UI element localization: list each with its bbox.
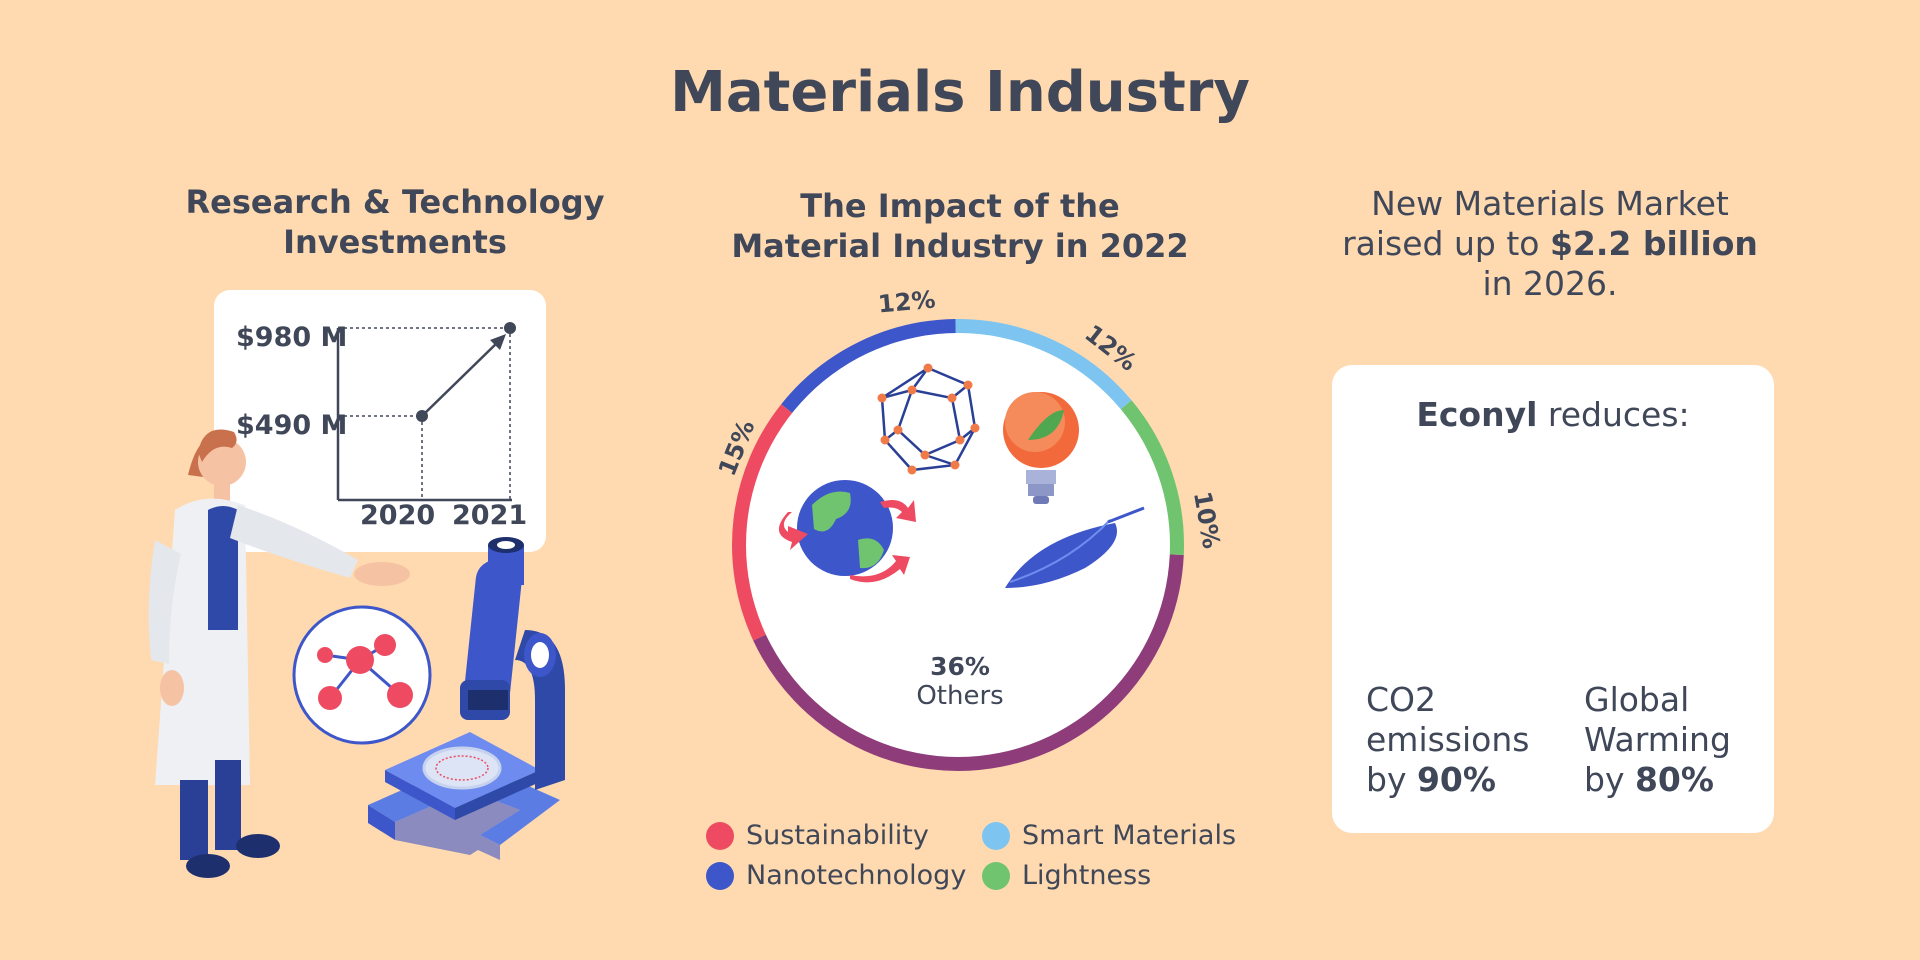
pct-nanotechnology: 12% [876, 285, 937, 319]
investments-heading: Research & Technology Investments [185, 183, 605, 261]
legend-lightness: Lightness [982, 860, 1151, 891]
others-label: 36% Others [916, 652, 1004, 711]
market-text: New Materials Market raised up to $2.2 b… [1342, 184, 1758, 303]
impact-heading: The Impact of the Material Industry in 2… [731, 187, 1189, 265]
legend-dot [706, 821, 734, 850]
point-2021 [504, 322, 516, 334]
legend-nanotechnology: Nanotechnology [706, 860, 966, 891]
feather-icon [1005, 506, 1145, 588]
microscope-illustration [368, 537, 565, 860]
recycle-earth-icon [778, 480, 916, 583]
legend-smart-materials: Smart Materials [982, 820, 1236, 851]
x-label-2020: 2020 [360, 500, 436, 531]
global-warming-stat: Global Warming by 80% [1584, 680, 1731, 799]
nanostructure-icon [877, 363, 980, 475]
co2-stat: CO2 emissions by 90% [1366, 680, 1530, 799]
point-2020 [416, 410, 428, 422]
legend-dot [982, 821, 1010, 850]
investment-line-chart [336, 322, 516, 502]
molecule-circle-icon [292, 605, 432, 745]
investments-card [214, 290, 546, 552]
page-title: Materials Industry [670, 60, 1250, 125]
scientist-illustration [148, 429, 410, 878]
legend-sustainability: Sustainability [706, 820, 929, 851]
y-label-490: $490 M [236, 410, 348, 441]
legend-dot [706, 861, 734, 890]
legend-dot [982, 861, 1010, 890]
lightbulb-icon [1003, 392, 1079, 504]
econyl-card: Econyl reduces: CO2 emissions by 90% Glo… [1332, 365, 1774, 833]
y-label-980: $980 M [236, 322, 348, 353]
econyl-title: Econyl reduces: [1416, 395, 1690, 434]
x-label-2021: 2021 [452, 500, 528, 531]
